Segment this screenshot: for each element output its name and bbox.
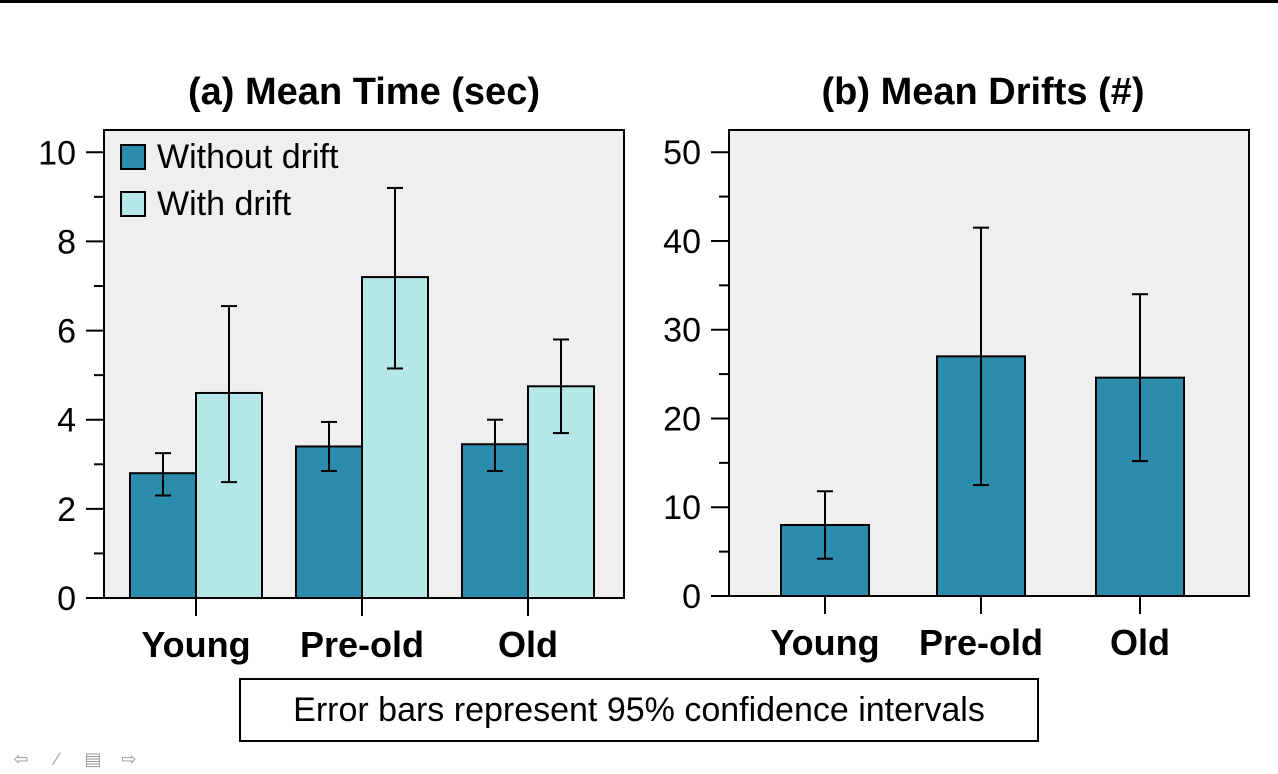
y-tick-label: 0 <box>57 580 76 618</box>
legend-swatch <box>120 191 146 217</box>
y-tick-label: 2 <box>57 491 76 529</box>
chart-panel-time: (a) Mean Time (sec) 0 2 4 6 8 10 Young Pre-old Ol… <box>38 71 625 665</box>
y-tick-label: 8 <box>57 223 76 261</box>
x-tick-label: Old <box>498 624 558 665</box>
x-tick-label: Young <box>770 622 879 663</box>
slide-navigation[interactable]: ⇦ ∕ ▤ ⇨ <box>10 748 140 770</box>
pen-icon[interactable]: ∕ <box>55 748 59 769</box>
y-tick-label: 0 <box>682 578 701 616</box>
y-tick-label: 10 <box>663 489 701 527</box>
menu-icon[interactable]: ▤ <box>84 748 102 769</box>
x-tick-label: Pre-old <box>300 624 424 665</box>
legend-swatch <box>120 144 146 170</box>
y-tick-label: 10 <box>38 134 76 172</box>
y-tick-label: 50 <box>663 134 701 172</box>
footnote-ci-note: Error bars represent 95% confidence inte… <box>239 678 1039 742</box>
y-tick-label: 20 <box>663 400 701 438</box>
y-tick-label: 30 <box>663 312 701 350</box>
y-tick-label: 4 <box>57 402 76 440</box>
x-tick-label: Young <box>141 624 250 665</box>
chart-title: (b) Mean Drifts (#) <box>822 71 1145 113</box>
x-tick-label: Old <box>1110 622 1170 663</box>
y-tick-label: 6 <box>57 313 76 351</box>
legend-label: With drift <box>157 185 292 223</box>
top-rule <box>0 0 1278 3</box>
y-tick-label: 40 <box>663 223 701 261</box>
arrow-left-icon[interactable]: ⇦ <box>13 748 29 769</box>
legend-label: Without drift <box>157 138 339 176</box>
x-tick-label: Pre-old <box>919 622 1043 663</box>
bar <box>129 472 197 600</box>
chart-panel-drifts: (b) Mean Drifts (#) 0 10 20 30 40 50 Young Pre-o… <box>663 71 1250 663</box>
arrow-right-icon[interactable]: ⇨ <box>121 748 137 769</box>
chart-title: (a) Mean Time (sec) <box>188 71 540 113</box>
